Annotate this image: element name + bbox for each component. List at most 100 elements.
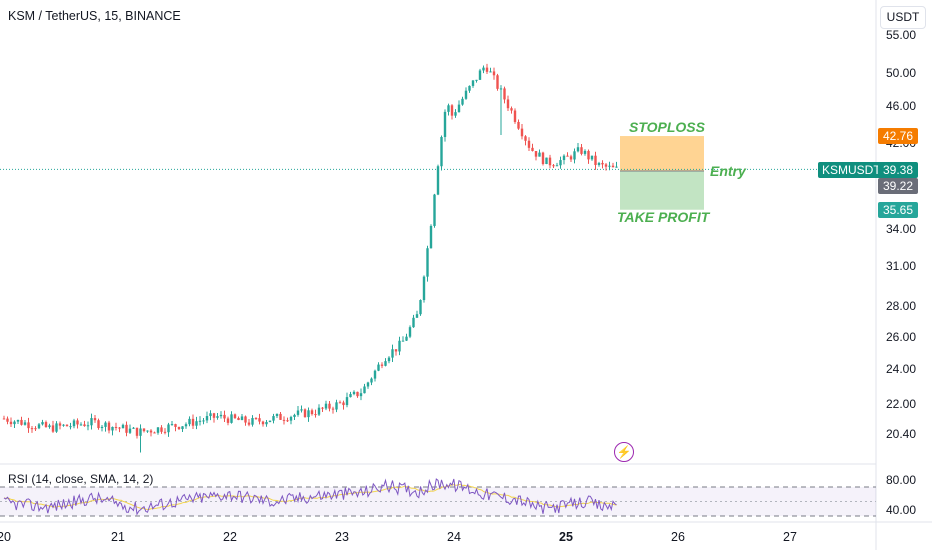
candle-body: [538, 152, 541, 157]
candle-body: [27, 422, 30, 429]
rsi-tick: 80.00: [886, 473, 917, 487]
candle-body: [363, 386, 366, 394]
candle-body: [265, 422, 268, 425]
candle-body: [457, 104, 461, 113]
candle-body: [506, 99, 510, 109]
candle-body: [79, 424, 83, 426]
candle-body: [209, 413, 212, 417]
candle-body: [440, 136, 443, 167]
candle-body: [338, 402, 342, 404]
candle-body: [342, 402, 345, 406]
currency-button[interactable]: USDT: [880, 6, 926, 29]
candle-body: [139, 428, 142, 436]
candle-body: [359, 393, 363, 397]
candle-body: [408, 327, 412, 337]
candle-body: [51, 425, 55, 432]
candle-body: [324, 403, 328, 409]
price-tick: 34.00: [886, 222, 917, 236]
candle-body: [303, 409, 307, 418]
candle-body: [520, 128, 524, 137]
price-tick: 55.00: [886, 28, 917, 42]
candle-body: [55, 423, 58, 432]
candle-body: [125, 424, 128, 433]
candle-body: [153, 432, 156, 434]
candle-body: [576, 147, 580, 152]
candle-body: [128, 428, 132, 433]
time-tick: 22: [223, 530, 237, 544]
candle-body: [398, 340, 401, 352]
candle-body: [328, 403, 331, 409]
candle-body: [296, 410, 300, 415]
candle-body: [237, 417, 240, 421]
candle-body: [289, 416, 293, 421]
candle-body: [454, 112, 457, 116]
candle-body: [163, 431, 167, 433]
candle-body: [48, 425, 51, 428]
stoploss-label: STOPLOSS: [629, 119, 705, 135]
candle-body: [394, 349, 398, 352]
candle-body: [121, 424, 125, 429]
candle-body: [391, 349, 394, 358]
candle-body: [100, 426, 104, 429]
candle-body: [426, 248, 429, 277]
candle-body: [111, 426, 114, 431]
rsi-legend[interactable]: RSI (14, close, SMA, 14, 2): [8, 472, 154, 486]
take-profit-price-tag: 35.65: [878, 202, 919, 218]
candle-body: [608, 165, 611, 167]
candle-body: [590, 155, 594, 160]
candle-body: [83, 424, 86, 427]
take-profit-label: TAKE PROFIT: [617, 209, 710, 225]
candle-body: [195, 421, 198, 426]
candle-body: [499, 88, 503, 90]
candle-body: [188, 418, 191, 425]
candle-body: [552, 165, 555, 167]
candle-body: [587, 150, 590, 160]
current-price-tag: 39.38: [878, 162, 919, 178]
stoploss-price-tag: 42.76: [878, 128, 919, 144]
candle-body: [13, 421, 16, 425]
candle-body: [174, 424, 177, 427]
entry-price-tag: 39.22: [878, 178, 919, 194]
candle-body: [6, 418, 9, 422]
candle-body: [244, 416, 247, 423]
candle-body: [485, 67, 489, 72]
candle-body: [534, 151, 538, 157]
candle-body: [198, 420, 202, 422]
candle-body: [135, 427, 139, 436]
candle-body: [2, 418, 6, 420]
candle-body: [475, 79, 478, 81]
lightning-icon[interactable]: ⚡: [614, 442, 634, 462]
candle-body: [272, 416, 275, 421]
candle-body: [594, 155, 597, 166]
candle-body: [464, 90, 468, 99]
symbol-title[interactable]: KSM / TetherUS, 15, BINANCE: [8, 9, 181, 23]
candle-body: [317, 407, 321, 415]
candle-body: [321, 407, 324, 409]
candle-body: [335, 402, 338, 410]
candle-body: [566, 155, 569, 157]
candle-body: [86, 425, 90, 427]
candle-body: [142, 428, 146, 432]
candle-body: [527, 140, 531, 148]
candle-body: [282, 419, 286, 421]
candle-body: [370, 378, 373, 383]
time-tick: 24: [447, 530, 461, 544]
candle-body: [149, 430, 153, 433]
candle-body: [58, 423, 62, 426]
candle-body: [503, 88, 506, 100]
candle-body: [160, 427, 163, 432]
candle-body: [286, 420, 289, 422]
candle-body: [62, 424, 65, 426]
candle-body: [76, 420, 79, 425]
candle-body: [205, 416, 209, 421]
candle-body: [9, 421, 13, 425]
candle-body: [69, 426, 72, 428]
candle-body: [310, 410, 314, 415]
candle-body: [97, 420, 100, 429]
candle-body: [34, 428, 37, 430]
candle-body: [468, 85, 471, 91]
candle-body: [170, 424, 174, 426]
candle-body: [146, 430, 149, 432]
